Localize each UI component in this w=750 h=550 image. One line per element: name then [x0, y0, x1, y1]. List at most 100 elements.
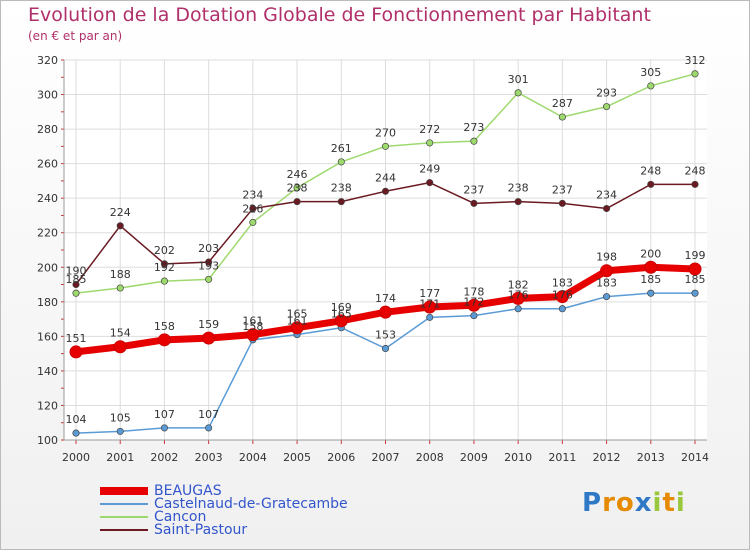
- y-tick-label: 100: [37, 434, 58, 447]
- data-label-saint-pastour: 237: [552, 183, 573, 196]
- data-point-cancon: [603, 103, 611, 111]
- data-point-cancon: [514, 89, 522, 97]
- x-tick-label: 2004: [239, 451, 267, 464]
- data-label-saint-pastour: 234: [242, 189, 263, 202]
- data-point-cancon: [116, 284, 124, 292]
- legend-label: Saint-Pastour: [154, 521, 248, 538]
- data-label-castelnaud-de-gratecambe: 107: [198, 408, 219, 421]
- legend-item: BEAUGAS: [100, 482, 348, 499]
- data-point-cancon: [249, 218, 257, 226]
- y-tick-label: 200: [37, 261, 58, 274]
- y-tick-label: 300: [37, 89, 58, 102]
- data-point-saint-pastour: [691, 180, 699, 188]
- data-label-cancon: 312: [685, 54, 706, 67]
- data-label-cancon: 185: [66, 273, 87, 286]
- data-label-saint-pastour: 238: [287, 182, 308, 195]
- y-tick-label: 320: [37, 54, 58, 67]
- data-label-castelnaud-de-gratecambe: 165: [331, 308, 352, 321]
- data-point-saint-pastour: [293, 198, 301, 206]
- data-point-castelnaud-de-gratecambe: [514, 305, 522, 313]
- legend-item: Cancon: [100, 510, 348, 524]
- data-label-beaugas: 169: [331, 301, 352, 314]
- y-tick-label: 140: [37, 365, 58, 378]
- data-point-cancon: [558, 113, 566, 121]
- data-label-beaugas: 183: [552, 277, 573, 290]
- data-label-beaugas: 151: [66, 332, 87, 345]
- data-label-castelnaud-de-gratecambe: 153: [375, 328, 396, 341]
- data-label-castelnaud-de-gratecambe: 185: [640, 273, 661, 286]
- data-label-saint-pastour: 248: [640, 164, 661, 177]
- data-label-cancon: 226: [242, 202, 263, 215]
- x-tick-label: 2002: [150, 451, 178, 464]
- data-point-beaugas: [600, 264, 614, 278]
- data-point-saint-pastour: [72, 280, 80, 289]
- x-tick-label: 2009: [460, 451, 488, 464]
- data-label-beaugas: 182: [508, 278, 529, 291]
- data-point-cancon: [205, 275, 213, 283]
- data-point-castelnaud-de-gratecambe: [381, 344, 390, 353]
- data-label-castelnaud-de-gratecambe: 161: [287, 315, 308, 328]
- data-label-beaugas: 159: [198, 318, 219, 331]
- data-point-castelnaud-de-gratecambe: [116, 427, 124, 435]
- data-point-beaugas: [246, 328, 260, 342]
- data-label-beaugas: 165: [287, 308, 308, 321]
- legend-item: Saint-Pastour: [100, 521, 348, 538]
- data-label-saint-pastour: 244: [375, 171, 396, 184]
- data-label-cancon: 192: [154, 261, 175, 274]
- data-label-saint-pastour: 203: [198, 242, 219, 255]
- data-label-saint-pastour: 202: [154, 244, 175, 257]
- data-label-castelnaud-de-gratecambe: 171: [419, 297, 440, 310]
- data-label-saint-pastour: 238: [508, 182, 529, 195]
- data-label-castelnaud-de-gratecambe: 172: [463, 296, 484, 309]
- data-point-beaugas: [202, 331, 216, 345]
- data-point-saint-pastour: [116, 222, 124, 230]
- y-tick-label: 120: [37, 399, 58, 412]
- x-tick-label: 2013: [637, 451, 665, 464]
- proxiti-logo: Proxiti: [582, 488, 686, 518]
- data-point-castelnaud-de-gratecambe: [470, 312, 478, 320]
- data-label-cancon: 273: [463, 121, 484, 134]
- data-point-castelnaud-de-gratecambe: [603, 293, 611, 301]
- data-label-saint-pastour: 238: [331, 182, 352, 195]
- data-point-beaugas: [113, 340, 127, 354]
- data-point-cancon: [691, 70, 699, 78]
- data-point-castelnaud-de-gratecambe: [72, 429, 80, 437]
- data-label-beaugas: 200: [640, 247, 661, 260]
- data-point-castelnaud-de-gratecambe: [691, 289, 699, 297]
- data-point-cancon: [337, 158, 345, 166]
- data-label-cancon: 188: [110, 268, 131, 281]
- data-label-castelnaud-de-gratecambe: 107: [154, 408, 175, 421]
- data-point-saint-pastour: [337, 198, 345, 206]
- legend-label: BEAUGAS: [154, 482, 222, 499]
- data-label-castelnaud-de-gratecambe: 185: [685, 273, 706, 286]
- data-point-cancon: [426, 139, 434, 147]
- chart-title: Evolution de la Dotation Globale de Fonc…: [28, 4, 651, 26]
- data-label-cancon: 293: [596, 87, 617, 100]
- data-point-castelnaud-de-gratecambe: [558, 305, 566, 313]
- data-point-saint-pastour: [160, 260, 168, 268]
- data-label-cancon: 301: [508, 73, 529, 86]
- data-point-cancon: [160, 277, 168, 285]
- data-label-beaugas: 178: [463, 285, 484, 298]
- data-label-beaugas: 154: [110, 327, 131, 340]
- data-label-saint-pastour: 234: [596, 189, 617, 202]
- data-label-castelnaud-de-gratecambe: 183: [596, 277, 617, 290]
- data-label-beaugas: 198: [596, 251, 617, 264]
- data-label-castelnaud-de-gratecambe: 158: [242, 320, 263, 333]
- data-point-saint-pastour: [470, 199, 478, 207]
- data-point-beaugas: [290, 321, 304, 335]
- data-label-castelnaud-de-gratecambe: 105: [110, 411, 131, 424]
- y-tick-label: 180: [37, 296, 58, 309]
- data-point-castelnaud-de-gratecambe: [160, 424, 168, 432]
- x-tick-label: 2000: [62, 451, 90, 464]
- x-tick-label: 2014: [681, 451, 709, 464]
- x-tick-label: 2003: [195, 451, 223, 464]
- data-point-beaugas: [555, 290, 569, 304]
- y-tick-label: 280: [37, 123, 58, 136]
- y-tick-label: 220: [37, 227, 58, 240]
- data-point-castelnaud-de-gratecambe: [647, 289, 655, 297]
- legend-swatch: [100, 528, 148, 531]
- data-point-beaugas: [423, 300, 437, 314]
- data-label-castelnaud-de-gratecambe: 176: [552, 289, 573, 302]
- data-point-beaugas: [157, 333, 171, 347]
